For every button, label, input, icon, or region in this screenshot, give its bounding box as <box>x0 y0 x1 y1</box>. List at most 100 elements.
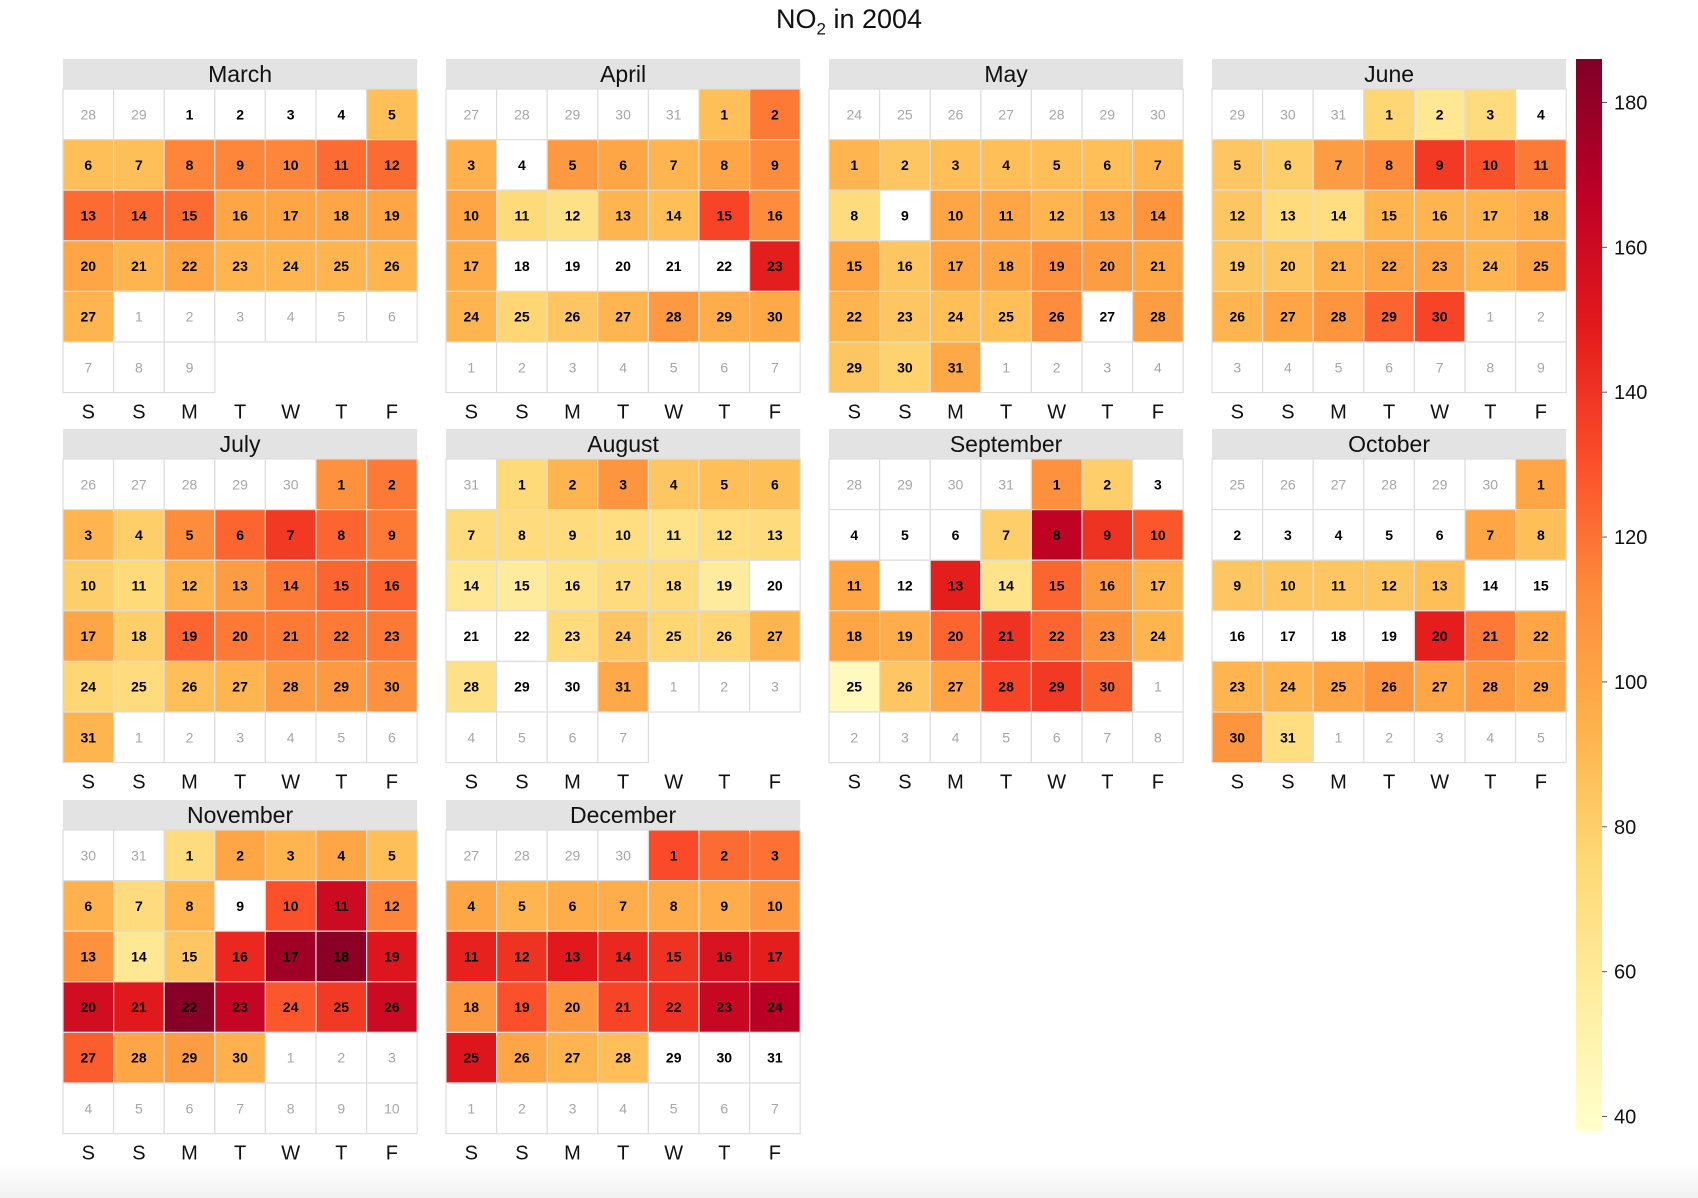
weekday-label-april-1: S <box>515 402 528 424</box>
padding-cell-may-1 <box>878 88 931 141</box>
padding-cell-june-38 <box>1363 341 1416 394</box>
day-label-may-20: 14 <box>1150 208 1166 224</box>
weekday-label-june-0: S <box>1231 402 1244 424</box>
day-label-december-30: 27 <box>565 1050 581 1066</box>
day-label-may-37: 31 <box>948 359 964 375</box>
day-label-december-7: 4 <box>467 898 475 914</box>
day-label-december-10: 7 <box>619 898 627 914</box>
padding-label-september-34: 1 <box>1154 679 1162 695</box>
padding-cell-october-5 <box>1464 458 1517 511</box>
day-label-march-17: 16 <box>232 208 248 224</box>
day-label-june-25: 23 <box>1432 258 1448 274</box>
day-label-october-21: 16 <box>1230 628 1246 644</box>
day-cell-december-20 <box>748 930 801 983</box>
day-cell-august-31 <box>597 660 649 713</box>
padding-cell-august-34 <box>748 660 801 713</box>
padding-label-october-41: 5 <box>1537 729 1545 745</box>
day-label-july-33: 29 <box>334 679 350 695</box>
day-label-october-26: 21 <box>1483 628 1499 644</box>
day-label-october-34: 29 <box>1533 679 1549 695</box>
day-label-june-29: 27 <box>1280 309 1296 325</box>
padding-cell-may-5 <box>1081 88 1134 141</box>
day-cell-may-20 <box>1131 189 1184 242</box>
day-label-july-16: 12 <box>182 578 198 594</box>
day-label-march-5: 4 <box>337 106 345 122</box>
month-name-may: May <box>984 61 1028 87</box>
padding-cell-march-33 <box>315 290 368 343</box>
day-label-october-33: 28 <box>1483 679 1499 695</box>
day-cell-august-2 <box>546 458 599 511</box>
padding-label-december-3: 30 <box>615 847 631 863</box>
day-cell-november-2 <box>163 829 216 882</box>
day-cell-march-14 <box>62 189 115 242</box>
padding-cell-july-0 <box>62 458 115 511</box>
day-cell-august-6 <box>748 458 801 511</box>
day-label-august-4: 4 <box>670 476 678 492</box>
day-label-september-15: 12 <box>897 578 913 594</box>
padding-cell-july-36 <box>112 711 165 764</box>
padding-cell-june-36 <box>1261 341 1314 394</box>
month-header-august <box>446 429 801 459</box>
day-label-july-20: 16 <box>384 578 400 594</box>
day-label-may-23: 17 <box>948 258 964 274</box>
weekday-label-september-0: S <box>848 772 861 794</box>
day-cell-march-15 <box>112 189 165 242</box>
day-cell-november-14 <box>62 930 115 983</box>
day-label-april-17: 13 <box>615 208 631 224</box>
day-cell-august-25 <box>647 610 700 662</box>
month-name-july: July <box>220 431 261 457</box>
padding-cell-march-36 <box>112 341 165 394</box>
day-cell-march-26 <box>315 240 368 293</box>
month-header-july <box>63 429 418 459</box>
day-label-september-21: 18 <box>847 628 863 644</box>
day-cell-september-6 <box>1131 458 1184 511</box>
padding-cell-july-37 <box>163 711 216 764</box>
day-label-april-22: 18 <box>514 258 530 274</box>
padding-label-june-1: 30 <box>1280 106 1296 122</box>
day-cell-august-15 <box>496 559 548 612</box>
day-label-april-15: 11 <box>514 208 529 224</box>
day-cell-april-9 <box>546 139 599 191</box>
padding-cell-november-38 <box>214 1082 267 1135</box>
day-cell-september-20 <box>1131 559 1184 612</box>
month-name-august: August <box>587 431 659 457</box>
day-label-november-23: 22 <box>182 999 198 1015</box>
day-label-november-24: 23 <box>232 999 248 1015</box>
day-label-march-16: 15 <box>182 208 198 224</box>
padding-cell-december-35 <box>445 1082 498 1135</box>
day-label-october-23: 18 <box>1331 628 1347 644</box>
day-label-december-5: 2 <box>720 847 728 863</box>
padding-label-november-40: 9 <box>337 1100 345 1116</box>
day-label-december-24: 21 <box>615 999 631 1015</box>
day-label-september-13: 10 <box>1150 527 1166 543</box>
day-label-august-5: 5 <box>720 476 728 492</box>
padding-label-august-0: 31 <box>464 476 480 492</box>
day-cell-july-11 <box>264 509 317 561</box>
padding-cell-april-38 <box>597 341 649 394</box>
day-cell-march-9 <box>163 139 216 191</box>
padding-cell-may-40 <box>1081 341 1134 394</box>
day-label-september-10: 7 <box>1002 527 1010 543</box>
day-label-march-23: 22 <box>182 258 198 274</box>
padding-label-april-35: 1 <box>467 359 475 375</box>
day-label-december-9: 6 <box>569 898 577 914</box>
padding-label-april-40: 6 <box>720 359 728 375</box>
day-label-november-6: 5 <box>388 847 396 863</box>
padding-label-august-38: 7 <box>619 729 627 745</box>
weekday-label-november-5: T <box>335 1143 347 1165</box>
colorbar-label-80: 80 <box>1614 817 1636 839</box>
colorbar-label-100: 100 <box>1614 672 1647 694</box>
day-cell-august-30 <box>546 660 599 713</box>
weekday-label-september-1: S <box>898 772 911 794</box>
day-label-june-5: 3 <box>1486 106 1494 122</box>
weekday-label-may-6: F <box>1152 402 1164 424</box>
day-label-april-12: 8 <box>720 157 728 173</box>
day-cell-october-28 <box>1211 660 1264 713</box>
padding-label-may-1: 25 <box>897 106 913 122</box>
padding-label-may-5: 29 <box>1100 106 1116 122</box>
day-label-november-21: 20 <box>81 999 97 1015</box>
weekday-label-may-3: T <box>1000 402 1012 424</box>
day-label-june-26: 24 <box>1483 258 1499 274</box>
day-label-march-2: 1 <box>186 106 194 122</box>
day-label-october-27: 22 <box>1533 628 1549 644</box>
